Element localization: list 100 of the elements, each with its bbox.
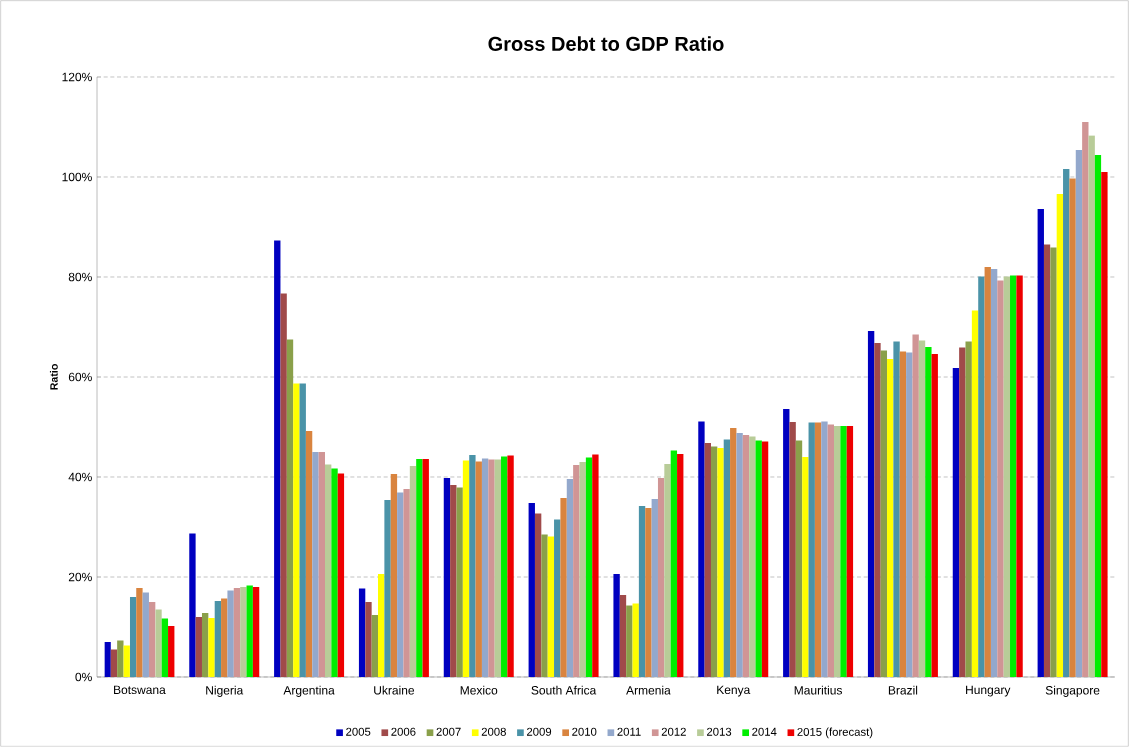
- bar: [142, 592, 149, 677]
- bar: [488, 459, 495, 677]
- bar: [469, 455, 476, 677]
- bar: [645, 508, 652, 677]
- bar: [749, 436, 756, 677]
- bar: [952, 368, 960, 677]
- bar: [579, 462, 586, 677]
- bar: [710, 446, 718, 677]
- y-tick-label: 100%: [62, 172, 92, 182]
- x-tick-label: Singapore: [1045, 685, 1100, 697]
- bar: [827, 424, 834, 677]
- bar: [129, 597, 137, 677]
- x-tick-label: Armenia: [626, 685, 671, 695]
- bar: [528, 503, 535, 677]
- bar: [840, 426, 847, 677]
- bar: [795, 440, 803, 677]
- bar: [585, 457, 593, 677]
- bar: [501, 456, 508, 677]
- bar: [409, 466, 417, 677]
- bar: [462, 460, 470, 677]
- bar: [168, 626, 175, 677]
- bar: [730, 428, 737, 677]
- bar: [104, 642, 111, 677]
- y-tick-label: 20%: [68, 572, 92, 582]
- bar: [670, 450, 678, 677]
- bar: [560, 498, 567, 677]
- bar: [880, 350, 888, 677]
- bar: [293, 383, 300, 677]
- bar: [1010, 275, 1017, 677]
- y-tick-label: 120%: [62, 72, 92, 82]
- bar: [221, 598, 228, 677]
- bar: [312, 452, 319, 677]
- bar: [286, 339, 294, 677]
- bar: [443, 478, 451, 677]
- bar: [110, 649, 118, 677]
- bar: [155, 609, 162, 677]
- bar: [906, 352, 913, 677]
- bar: [846, 426, 854, 677]
- bar: [613, 574, 620, 677]
- bar: [305, 431, 313, 677]
- bar: [802, 457, 809, 677]
- bar: [984, 267, 991, 677]
- bar: [971, 310, 979, 677]
- bar: [233, 588, 241, 677]
- bar: [874, 343, 881, 677]
- bar: [397, 492, 404, 677]
- bar: [208, 618, 215, 677]
- bar: [384, 500, 391, 677]
- bar: [626, 605, 633, 677]
- y-tick-label: 80%: [68, 272, 92, 282]
- bar: [742, 435, 750, 677]
- bar: [331, 468, 338, 677]
- x-tick-label: Kenya: [717, 685, 751, 697]
- bar: [808, 422, 815, 677]
- bar: [252, 587, 260, 677]
- bar: [201, 613, 209, 677]
- bar: [978, 276, 985, 677]
- bar: [821, 421, 828, 677]
- y-tick-label: 0%: [75, 672, 92, 682]
- bar: [965, 341, 972, 677]
- bar: [507, 455, 514, 677]
- bar: [755, 440, 762, 677]
- bar: [1043, 244, 1051, 677]
- bar: [698, 421, 705, 677]
- bar: [638, 506, 646, 677]
- legend-label: 2005: [346, 727, 371, 736]
- bar: [371, 615, 379, 677]
- bar: [365, 602, 372, 677]
- bar: [783, 409, 790, 677]
- bar: [887, 359, 894, 677]
- chart-title: Gross Debt to GDP Ratio: [488, 36, 724, 51]
- bar: [664, 464, 671, 677]
- bar: [997, 280, 1004, 677]
- bar: [912, 334, 919, 677]
- bar: [1037, 209, 1044, 677]
- legend-label: 2009: [527, 727, 552, 736]
- bar: [403, 489, 410, 677]
- bar: [318, 452, 325, 677]
- bar: [918, 340, 926, 677]
- bar: [214, 601, 222, 677]
- bar: [651, 499, 658, 677]
- bar: [148, 602, 156, 677]
- bar: [657, 478, 665, 677]
- bar: [416, 459, 423, 677]
- x-tick-label: South Africa: [531, 685, 597, 695]
- bar: [959, 347, 966, 677]
- bar: [893, 341, 900, 677]
- legend-label: 2008: [481, 727, 506, 736]
- bar: [814, 422, 822, 677]
- legend-label: 2013: [707, 727, 732, 736]
- y-tick-label: 60%: [68, 372, 92, 382]
- bar: [1050, 247, 1057, 677]
- bar: [925, 347, 932, 677]
- legend-label: 2011: [617, 727, 641, 736]
- x-tick-label: Nigeria: [206, 685, 244, 697]
- bar: [1088, 135, 1095, 677]
- bar: [717, 448, 724, 677]
- legend-label: 2006: [391, 727, 416, 736]
- legend-label: 2007: [436, 727, 461, 736]
- bar: [189, 533, 196, 677]
